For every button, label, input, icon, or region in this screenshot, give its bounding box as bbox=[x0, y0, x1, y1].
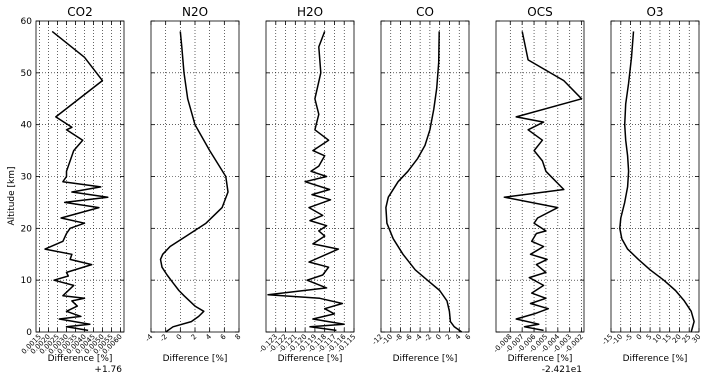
co2-profile-line bbox=[44, 30, 109, 332]
co-x-tick-label: 0 bbox=[434, 333, 443, 342]
co-x-tick-label: -6 bbox=[403, 332, 414, 343]
ocs-offset-label: -2.421e1 bbox=[542, 365, 582, 375]
n2o-x-tick-label: -4 bbox=[144, 332, 155, 343]
h2o-panel-title: H2O bbox=[297, 5, 323, 19]
o3-profile-line bbox=[619, 31, 695, 333]
h2o-profile-line bbox=[267, 31, 345, 332]
co2-offset-label: +1.76 bbox=[94, 365, 122, 375]
co-x-tick-label: 6 bbox=[464, 332, 473, 341]
co2-x-axis-label: Difference [%] bbox=[48, 354, 113, 364]
panel-n2o: -4 -2 0 2 4 6 8 N2O Difference [%] bbox=[144, 5, 243, 364]
o3-x-tick-label: 0 bbox=[635, 333, 644, 342]
y-tick-label: 30 bbox=[21, 173, 33, 183]
n2o-x-axis-label: Difference [%] bbox=[163, 354, 228, 364]
y-tick-label: 10 bbox=[21, 276, 33, 286]
co-panel-title: CO bbox=[416, 5, 434, 19]
co-x-axis-label: Difference [%] bbox=[393, 354, 458, 364]
co-x-tick-label: 2 bbox=[444, 333, 453, 342]
h2o-plot-frame bbox=[265, 20, 355, 333]
y-tick-label: 0 bbox=[26, 328, 32, 338]
o3-x-tick-label: 15 bbox=[661, 333, 673, 345]
y-tick-label: 50 bbox=[21, 69, 33, 79]
n2o-profile-line bbox=[159, 31, 229, 333]
n2o-x-tick-label: -2 bbox=[158, 333, 169, 344]
o3-x-tick-label: 5 bbox=[645, 333, 654, 342]
y-tick-label: 40 bbox=[21, 121, 33, 131]
panel-co2: 0.00150.00200.00250.00300.00350.00400.00… bbox=[20, 5, 125, 375]
co2-plot-frame bbox=[35, 20, 125, 333]
co-profile-line bbox=[385, 31, 463, 333]
ocs-panel-title: OCS bbox=[527, 5, 552, 19]
co-x-tick-label: -4 bbox=[413, 332, 424, 343]
o3-x-tick-label: -5 bbox=[623, 333, 634, 344]
h2o-x-axis-label: Difference [%] bbox=[278, 354, 343, 364]
o3-x-tick-label: -10 bbox=[610, 333, 624, 347]
chart-panels: 0.00150.00200.00250.00300.00350.00400.00… bbox=[20, 5, 702, 375]
o3-plot-frame bbox=[610, 20, 700, 333]
n2o-x-tick-label: 4 bbox=[204, 332, 213, 341]
co-x-tick-label: 4 bbox=[454, 332, 463, 341]
co-x-tick-label: -2 bbox=[423, 333, 434, 344]
n2o-x-tick-label: 0 bbox=[175, 333, 184, 342]
co-x-tick-label: -8 bbox=[393, 333, 404, 344]
panel-ocs: -0.008-0.007-0.006-0.005-0.004-0.003-0.0… bbox=[492, 5, 585, 375]
ocs-x-axis-label: Difference [%] bbox=[508, 354, 573, 364]
o3-x-tick-label: 30 bbox=[690, 333, 702, 345]
n2o-x-tick-label: 2 bbox=[190, 333, 199, 342]
co-x-tick-label: -10 bbox=[380, 333, 394, 347]
o3-x-tick-label: 20 bbox=[671, 333, 683, 345]
n2o-x-tick-label: 8 bbox=[234, 333, 243, 342]
panel-h2o: -0.123-0.122-0.121-0.120-0.119-0.118-0.1… bbox=[258, 5, 358, 364]
n2o-panel-title: N2O bbox=[182, 5, 208, 19]
o3-x-axis-label: Difference [%] bbox=[623, 354, 688, 364]
n2o-x-tick-label: 6 bbox=[219, 332, 228, 341]
y-tick-label: 60 bbox=[21, 17, 33, 27]
co2-panel-title: CO2 bbox=[67, 5, 92, 19]
y-tick-label: 20 bbox=[21, 224, 33, 234]
co-plot-frame bbox=[380, 20, 470, 333]
ocs-profile-line bbox=[503, 31, 583, 332]
o3-panel-title: O3 bbox=[646, 5, 663, 19]
y-axis-label: Altitude [km] bbox=[7, 166, 17, 225]
o3-x-tick-label: 25 bbox=[681, 333, 693, 345]
o3-x-tick-label: 10 bbox=[651, 333, 663, 345]
